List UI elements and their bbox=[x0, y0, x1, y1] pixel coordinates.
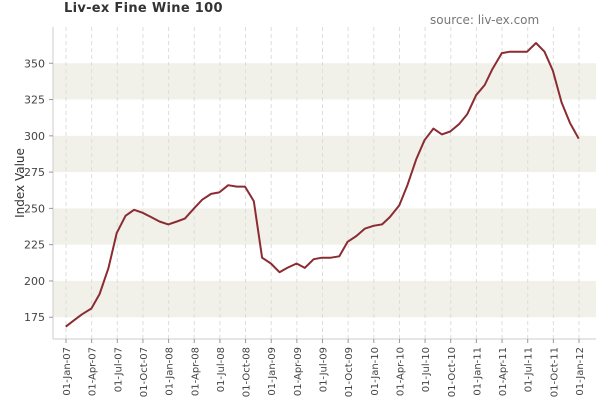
x-tick-label: 01-Oct-07 bbox=[139, 347, 150, 397]
x-tick-label: 01-Jul-10 bbox=[421, 347, 432, 392]
x-tick-label: 01-Jul-11 bbox=[524, 347, 535, 392]
grid-band bbox=[53, 280, 596, 318]
y-tick-label: 175 bbox=[24, 311, 45, 324]
x-tick-label: 01-Apr-08 bbox=[190, 347, 201, 396]
x-tick-label: 01-Oct-10 bbox=[447, 347, 458, 397]
y-tick-label: 225 bbox=[24, 239, 45, 252]
x-tick-label: 01-Apr-07 bbox=[88, 347, 99, 396]
x-tick-label: 01-Oct-11 bbox=[549, 347, 560, 397]
x-tick-label: 01-Jan-07 bbox=[62, 347, 73, 396]
x-tick-label: 01-Jan-10 bbox=[370, 347, 381, 396]
y-tick-label: 275 bbox=[24, 166, 45, 179]
x-tick-label: 01-Apr-10 bbox=[395, 347, 406, 396]
x-tick-label: 01-Jan-12 bbox=[575, 347, 586, 396]
x-tick-label: 01-Jul-07 bbox=[113, 347, 124, 392]
x-tick-label: 01-Jan-09 bbox=[267, 347, 278, 396]
x-tick-label: 01-Jul-08 bbox=[216, 347, 227, 392]
source-label: source: liv-ex.com bbox=[430, 13, 540, 27]
y-tick-label: 325 bbox=[24, 94, 45, 107]
y-tick-label: 300 bbox=[24, 130, 45, 143]
y-tick-label: 350 bbox=[24, 57, 45, 70]
series-line bbox=[65, 42, 580, 328]
grid-band bbox=[53, 63, 596, 100]
x-tick-label: 01-Oct-09 bbox=[344, 347, 355, 397]
chart-title: Liv-ex Fine Wine 100 bbox=[64, 1, 223, 16]
x-tick-label: 01-Oct-08 bbox=[242, 347, 253, 397]
x-tick-label: 01-Apr-09 bbox=[293, 347, 304, 396]
grid-band bbox=[53, 208, 596, 245]
x-tick-label: 01-Jan-08 bbox=[165, 347, 176, 396]
y-tick-label: 200 bbox=[24, 275, 45, 288]
grid-band bbox=[53, 135, 596, 173]
x-tick-label: 01-Apr-11 bbox=[498, 347, 509, 396]
y-axis-label: Index Value bbox=[13, 148, 27, 218]
y-tick-label: 250 bbox=[24, 202, 45, 215]
x-tick-label: 01-Jan-11 bbox=[472, 347, 483, 396]
x-tick-label: 01-Jul-09 bbox=[319, 347, 330, 392]
